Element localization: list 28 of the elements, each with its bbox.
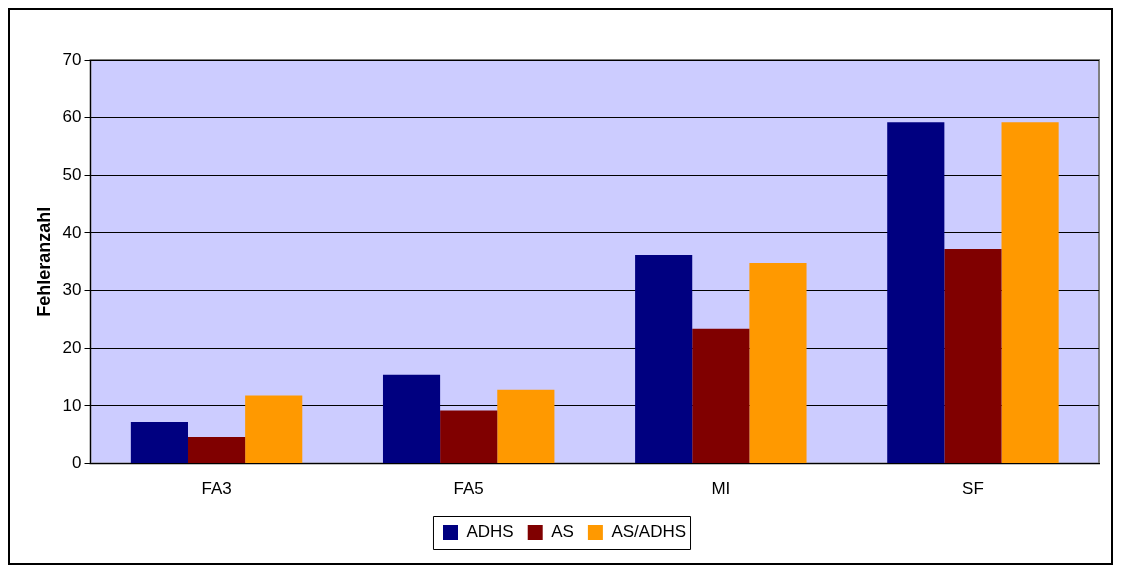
bar [749, 262, 807, 464]
y-tick-label: 60 [62, 107, 82, 127]
y-tick-label: 70 [62, 49, 82, 69]
legend-label: AS [551, 522, 574, 542]
bar [188, 437, 246, 464]
y-tick-label: 50 [62, 165, 82, 184]
bar [497, 389, 555, 464]
bar [887, 122, 945, 464]
bar [382, 374, 441, 464]
y-tick-label: 20 [62, 337, 82, 357]
bar [635, 254, 693, 464]
x-tick-label: SF [962, 479, 984, 499]
x-tick-label: MI [711, 479, 731, 499]
bar [130, 422, 188, 464]
y-tick-label: 10 [62, 395, 82, 415]
bar [245, 395, 303, 464]
bar [440, 410, 498, 464]
y-tick-label: 40 [62, 222, 82, 242]
x-tick-label: FA5 [453, 479, 484, 499]
y-tick-label: 30 [62, 280, 82, 300]
y-axis-title: Fehleranzahl [33, 206, 54, 317]
legend-label: ADHS [466, 522, 514, 542]
bar [692, 328, 750, 464]
bar [944, 249, 1002, 464]
legend-label: AS/ADHS [611, 522, 687, 542]
y-tick-label: 0 [72, 453, 82, 473]
bar [1001, 122, 1059, 464]
x-tick-label: FA3 [201, 479, 232, 499]
